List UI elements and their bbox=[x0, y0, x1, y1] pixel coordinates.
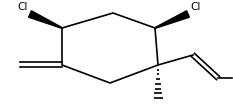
Polygon shape bbox=[155, 11, 189, 28]
Text: Cl: Cl bbox=[18, 2, 28, 12]
Polygon shape bbox=[29, 11, 62, 28]
Text: Cl: Cl bbox=[190, 2, 200, 12]
